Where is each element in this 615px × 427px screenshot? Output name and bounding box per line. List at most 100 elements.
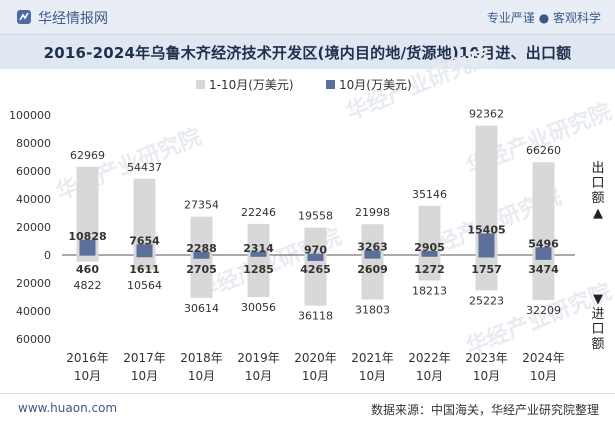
lower-axis-label-char: 口 xyxy=(591,322,604,337)
header-bar: 华经情报网 专业严谨 ● 客观科学 xyxy=(0,0,615,35)
bar-month-export xyxy=(307,253,324,255)
y-tick-label: 60000 xyxy=(16,165,51,178)
bar-ytd-import xyxy=(247,255,270,298)
upper-axis-label-char: ▲ xyxy=(593,206,603,221)
y-tick-label: 0 xyxy=(44,249,51,262)
legend-swatch-month xyxy=(326,80,335,89)
label-month-import: 4265 xyxy=(300,263,331,276)
bar-ytd-export xyxy=(304,227,327,255)
x-tick-label-month: 10月 xyxy=(416,369,443,383)
label-ytd-export: 92362 xyxy=(469,108,504,121)
x-tick-label-month: 10月 xyxy=(245,369,272,383)
x-tick-label: 2018年 xyxy=(180,351,223,365)
label-ytd-export: 21998 xyxy=(355,206,390,219)
lower-axis-label: ▼进口额 xyxy=(591,292,604,352)
bar-month-export xyxy=(250,251,267,255)
bar-ytd-import xyxy=(133,255,156,270)
label-month-import: 1611 xyxy=(129,263,160,276)
bar-month-export xyxy=(136,244,153,255)
y-tick-label: 100000 xyxy=(9,109,51,122)
upper-axis-label: 出口额▲ xyxy=(591,161,604,221)
x-tick-label: 2024年 xyxy=(522,351,565,365)
bar-ytd-export xyxy=(190,216,213,255)
lower-axis-label-char: 进 xyxy=(591,307,604,322)
bar-month-import xyxy=(478,255,495,258)
label-month-import: 1285 xyxy=(243,263,274,276)
bar-ytd-import xyxy=(361,255,384,300)
bar-month-import xyxy=(535,255,552,260)
label-ytd-import: 30614 xyxy=(184,302,219,315)
label-month-export: 2905 xyxy=(414,241,445,254)
bar-month-export xyxy=(79,239,96,255)
bar-ytd-export xyxy=(361,224,384,255)
bar-month-export xyxy=(421,250,438,255)
label-ytd-export: 35146 xyxy=(412,188,447,201)
bar-ytd-import xyxy=(190,255,213,298)
label-month-import: 2609 xyxy=(357,263,388,276)
bar-month-import xyxy=(250,255,267,257)
bar-month-export xyxy=(364,250,381,255)
label-ytd-import: 30056 xyxy=(241,301,276,314)
label-month-export: 7654 xyxy=(129,234,160,247)
bar-month-export xyxy=(193,251,210,255)
bar-month-import xyxy=(136,255,153,258)
bar-month-import xyxy=(364,255,381,259)
y-tick-label: 20000 xyxy=(16,277,51,290)
legend-label-month: 10月(万美元) xyxy=(339,78,412,92)
label-ytd-export: 22246 xyxy=(241,206,276,219)
x-tick-label: 2019年 xyxy=(237,351,280,365)
label-ytd-import: 32209 xyxy=(526,304,561,317)
bar-month-import xyxy=(307,255,324,261)
site-name[interactable]: 华经情报网 xyxy=(38,11,108,27)
bar-month-import xyxy=(79,255,96,256)
label-month-export: 10828 xyxy=(68,230,106,243)
label-ytd-export: 27354 xyxy=(184,199,219,212)
y-tick-label: 40000 xyxy=(16,305,51,318)
legend-label-ytd: 1-10月(万美元) xyxy=(209,78,294,92)
label-month-export: 970 xyxy=(304,244,327,257)
bar-ytd-export xyxy=(475,125,498,255)
label-month-export: 15405 xyxy=(467,223,505,236)
title-bar: 2016-2024年乌鲁木齐经济技术开发区(境内目的地/货源地)10月进、出口额 xyxy=(0,35,615,69)
y-tick-label: 20000 xyxy=(16,221,51,234)
label-month-import: 1757 xyxy=(471,263,502,276)
label-ytd-import: 10564 xyxy=(127,279,162,292)
bar-ytd-export xyxy=(418,205,441,255)
x-tick-label-month: 10月 xyxy=(530,369,557,383)
label-month-export: 3263 xyxy=(357,240,388,253)
bar-month-import xyxy=(193,255,210,259)
x-tick-label: 2020年 xyxy=(294,351,337,365)
label-ytd-import: 31803 xyxy=(355,304,390,317)
label-ytd-import: 4822 xyxy=(74,279,102,292)
label-ytd-export: 66260 xyxy=(526,144,561,157)
y-tick-label: 60000 xyxy=(16,333,51,346)
upper-axis-label-char: 口 xyxy=(591,176,604,191)
x-tick-label-month: 10月 xyxy=(74,369,101,383)
slogan: 专业严谨 ● 客观科学 xyxy=(486,11,601,25)
label-month-import: 3474 xyxy=(528,263,559,276)
bar-ytd-import xyxy=(532,255,555,301)
bar-ytd-import xyxy=(304,255,327,306)
bar-ytd-import xyxy=(76,255,99,262)
y-tick-label: 40000 xyxy=(16,193,51,206)
bar-ytd-import xyxy=(475,255,498,291)
label-ytd-export: 54437 xyxy=(127,161,162,174)
x-tick-label: 2016年 xyxy=(66,351,109,365)
x-tick-label: 2017年 xyxy=(123,351,166,365)
bar-month-export xyxy=(478,233,495,255)
label-month-export: 2288 xyxy=(186,242,217,255)
bar-ytd-import xyxy=(418,255,441,281)
lower-axis-label-char: 额 xyxy=(591,337,604,352)
label-ytd-import: 36118 xyxy=(298,310,333,323)
footer-source: 数据来源：中国海关，华经产业研究院整理 xyxy=(370,403,599,417)
label-month-import: 1272 xyxy=(414,263,445,276)
footer-url[interactable]: www.huaon.com xyxy=(18,401,118,415)
legend-swatch-ytd xyxy=(196,80,205,89)
label-month-export: 2314 xyxy=(243,242,274,255)
upper-axis-label-char: 出 xyxy=(591,161,604,176)
label-ytd-import: 18213 xyxy=(412,284,447,297)
chart-title: 2016-2024年乌鲁木齐经济技术开发区(境内目的地/货源地)10月进、出口额 xyxy=(43,44,572,62)
bar-ytd-export xyxy=(76,166,99,255)
x-tick-label: 2023年 xyxy=(465,351,508,365)
